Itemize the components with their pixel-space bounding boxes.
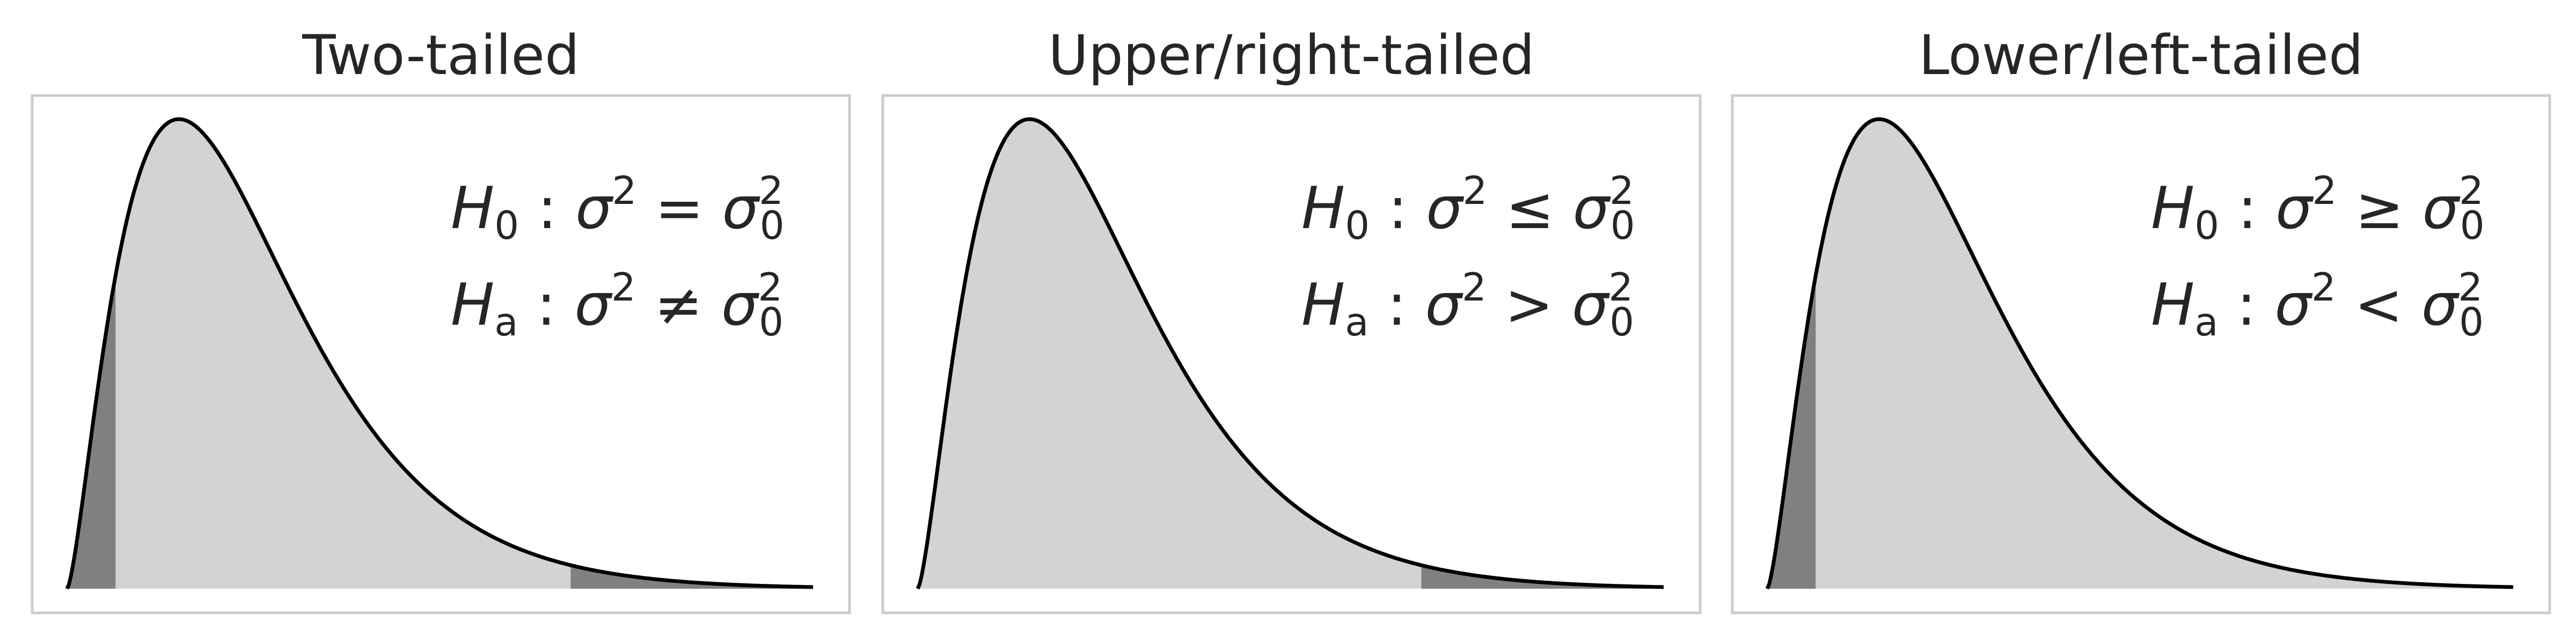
panel-title: Lower/left-tailed xyxy=(1919,24,2363,87)
panel-frame xyxy=(881,94,1702,614)
right-rejection-region xyxy=(570,565,813,589)
null-hypothesis: H0 : σ2 = σ2 0 xyxy=(451,168,785,248)
right-rejection-region xyxy=(1421,565,1664,589)
chart-panel-2: Upper/right-tailed H0 : σ2 ≤ σ2 0 Ha : σ2 >… xyxy=(881,24,1702,614)
panel-title: Two-tailed xyxy=(302,24,580,87)
panel-frame xyxy=(1731,94,2551,614)
null-hypothesis: H0 : σ2 ≥ σ2 0 xyxy=(2151,168,2485,248)
density-curve xyxy=(65,117,813,590)
chart-panel-1: Two-tailed H0 : σ2 = σ2 0 Ha : σ2 ≠ σ2 0 xyxy=(31,24,851,614)
panel-frame xyxy=(31,94,851,614)
density-curve xyxy=(916,117,1664,590)
chart-panel-3: Lower/left-tailed H0 : σ2 ≥ σ2 0 Ha : σ2 < … xyxy=(1731,24,2551,614)
panel-title: Upper/right-tailed xyxy=(1048,24,1534,87)
alternative-hypothesis: Ha : σ2 > σ2 0 xyxy=(1301,265,1634,345)
null-hypothesis: H0 : σ2 ≤ σ2 0 xyxy=(1301,168,1635,248)
acceptance-region xyxy=(918,119,1422,589)
alternative-hypothesis: Ha : σ2 ≠ σ2 0 xyxy=(451,265,784,345)
acceptance-region xyxy=(1816,119,2513,589)
density-curve xyxy=(1765,117,2513,590)
acceptance-region xyxy=(115,119,571,589)
alternative-hypothesis: Ha : σ2 < σ2 0 xyxy=(2151,265,2484,345)
